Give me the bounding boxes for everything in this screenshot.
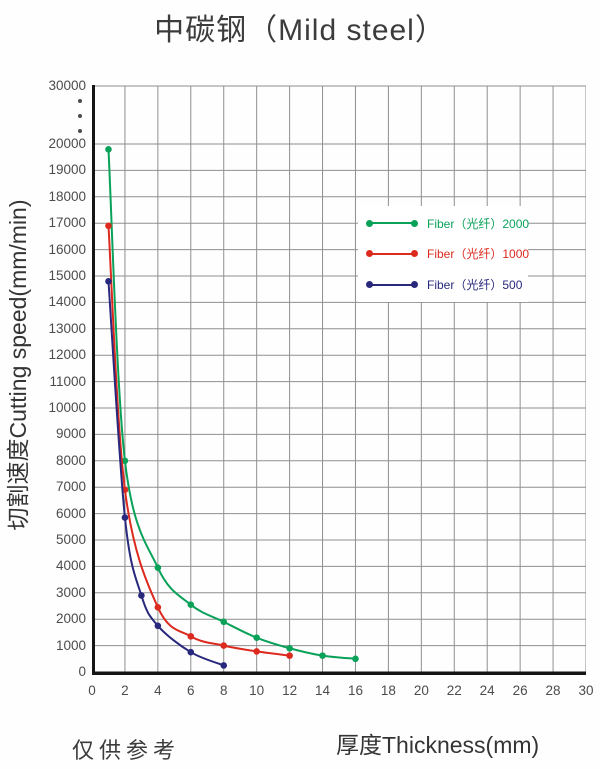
x-tick-label: 30: [578, 683, 594, 698]
y-tick-label: 12000: [48, 347, 86, 363]
legend-label-fiber-1000: Fiber（光纤）1000: [427, 247, 530, 262]
y-tick-label: 19000: [48, 162, 86, 178]
x-tick-label: 12: [282, 683, 298, 698]
axis-break-dot: [78, 129, 82, 133]
y-tick-label: 8000: [55, 452, 86, 468]
x-tick-label: 18: [380, 683, 396, 698]
legend: Fiber（光纤）2000 Fiber（光纤）1000 Fiber（光纤）500: [358, 206, 530, 302]
x-tick-label: 10: [249, 683, 265, 698]
x-tick-label: 26: [512, 683, 528, 698]
axis-break-dot: [78, 114, 82, 118]
y-tick-label: 11000: [49, 373, 86, 389]
y-tick-label: 5000: [55, 532, 86, 547]
y-tick-label: 7000: [55, 479, 86, 495]
y-tick-label: 4000: [55, 558, 86, 574]
x-tick-label: 28: [545, 683, 561, 698]
legend-label-fiber-500: Fiber（光纤）500: [427, 278, 523, 293]
y-tick-label: 0: [78, 664, 86, 679]
x-axis-title: 厚度Thickness(mm): [336, 732, 540, 758]
x-tick-label: 0: [88, 683, 96, 698]
y-tick-label: 20000: [48, 136, 86, 151]
y-tick-label: 30000: [48, 78, 86, 93]
y-tick-label: 17000: [48, 215, 86, 231]
axis-break-dot: [78, 99, 82, 103]
y-tick-label: 9000: [55, 426, 86, 442]
y-tick-label: 13000: [48, 320, 86, 336]
legend-line-swatch-green: [366, 219, 418, 227]
chart-title: 中碳钢（Mild steel）: [154, 14, 446, 47]
x-tick-label: 4: [154, 683, 162, 698]
y-tick-label: 15000: [48, 268, 86, 283]
x-tick-label: 22: [446, 683, 462, 698]
x-tick-label: 24: [479, 683, 495, 698]
x-tick-label: 8: [219, 683, 228, 698]
legend-item-fiber-500: Fiber（光纤）500: [366, 272, 528, 298]
y-tick-label: 10000: [48, 400, 86, 415]
reference-note: 仅供参考: [72, 738, 181, 763]
y-tick-label: 16000: [48, 241, 86, 257]
x-tick-label: 6: [187, 683, 195, 698]
y-tick-label: 14000: [48, 294, 86, 310]
y-tick-label: 6000: [55, 505, 86, 521]
x-tick-label: 2: [121, 683, 129, 698]
legend-item-fiber-2000: Fiber（光纤）2000: [366, 210, 530, 236]
legend-line-swatch-blue: [366, 281, 418, 289]
y-tick-label: 3000: [55, 584, 86, 600]
x-tick-label: 14: [315, 683, 331, 698]
legend-item-fiber-1000: Fiber（光纤）1000: [366, 241, 530, 267]
x-tick-label: 16: [347, 683, 363, 698]
y-tick-label: 2000: [55, 611, 86, 627]
legend-line-swatch-red: [366, 250, 418, 258]
legend-label-fiber-2000: Fiber（光纤）2000: [427, 216, 530, 231]
y-tick-label: 1000: [55, 637, 86, 653]
chart-plot: [92, 85, 586, 675]
x-tick-label: 20: [413, 683, 429, 698]
y-tick-label: 18000: [48, 188, 86, 204]
